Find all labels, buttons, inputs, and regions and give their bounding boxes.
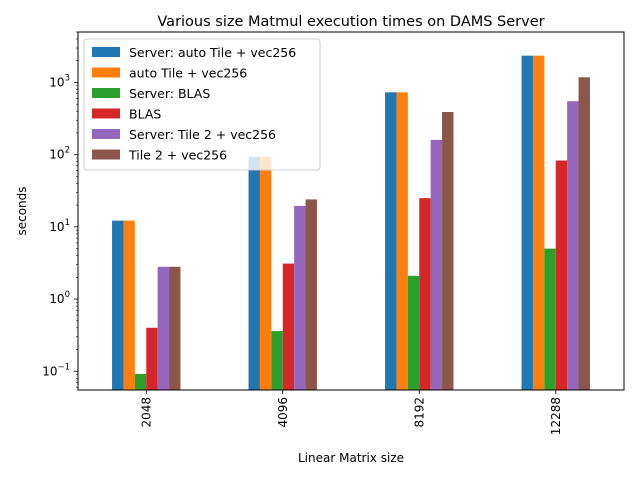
- y-axis-ticks: 10−1 100 101 102 103: [42, 31, 78, 388]
- legend-label-5: Server: Tile 2 + vec256: [129, 127, 276, 142]
- bar-12288-series-2: [532, 55, 545, 391]
- x-axis-label: Linear Matrix size: [298, 451, 404, 465]
- bar-4096-series-2: [259, 156, 272, 390]
- legend-swatch-1: [92, 47, 120, 57]
- plot-area-frame: [77, 31, 625, 391]
- bar-12288-series-6: [578, 77, 590, 391]
- legend-swatch-4: [92, 108, 120, 119]
- bar-12288-series-5: [567, 101, 579, 391]
- legend-box: [83, 38, 321, 171]
- y-axis-label: seconds: [15, 186, 29, 235]
- y-tick-label-10: 101: [49, 218, 70, 234]
- bar-2048-series-2: [123, 220, 135, 390]
- bar-12288-series-4: [555, 160, 568, 390]
- legend-swatch-2: [92, 67, 120, 78]
- bar-8192-series-5: [430, 139, 443, 390]
- x-tick-label-4096: 4096: [276, 397, 290, 428]
- bar-4096-series-3: [271, 331, 283, 390]
- bar-4096-series-5: [294, 205, 306, 390]
- y-tick-label-0.1: 10−1: [42, 362, 70, 378]
- y-tick-label-1000: 103: [49, 73, 70, 89]
- x-tick-label-12288: 12288: [549, 397, 563, 435]
- bar-2048-series-6: [169, 266, 181, 390]
- bar-8192-series-6: [442, 111, 454, 391]
- bar-8192-series-1: [385, 92, 397, 390]
- x-tick-label-2048: 2048: [139, 397, 153, 428]
- chart-title: Various size Matmul execution times on D…: [157, 14, 544, 30]
- bar-4096-series-6: [305, 199, 317, 390]
- bar-4096-series-1: [248, 156, 260, 390]
- y-tick-label-1: 100: [49, 290, 70, 306]
- bar-8192-series-2: [396, 92, 408, 390]
- bars-group: [112, 55, 590, 391]
- bar-2048-series-3: [134, 373, 147, 390]
- x-axis-ticks: 2048 4096 8192 12288: [139, 390, 563, 435]
- legend-swatch-5: [92, 129, 120, 139]
- bar-2048-series-4: [146, 327, 158, 390]
- bar-4096-series-4: [282, 263, 295, 390]
- x-tick-label-8192: 8192: [412, 397, 426, 428]
- legend-label-6: Tile 2 + vec256: [128, 148, 227, 163]
- legend-label-3: Server: BLAS: [129, 86, 210, 101]
- bar-2048-series-5: [157, 266, 170, 390]
- legend: Server: auto Tile + vec256 auto Tile + ve…: [83, 38, 321, 171]
- legend-swatch-3: [92, 88, 120, 98]
- legend-label-1: Server: auto Tile + vec256: [129, 45, 296, 60]
- bar-12288-series-3: [544, 248, 556, 390]
- bar-8192-series-3: [407, 275, 420, 390]
- bar-12288-series-1: [521, 55, 533, 391]
- bar-2048-series-1: [112, 220, 124, 390]
- legend-swatch-6: [92, 149, 120, 160]
- y-tick-label-100: 102: [49, 146, 70, 162]
- legend-label-4: BLAS: [129, 107, 161, 122]
- legend-label-2: auto Tile + vec256: [129, 66, 247, 81]
- bar-8192-series-4: [419, 198, 431, 390]
